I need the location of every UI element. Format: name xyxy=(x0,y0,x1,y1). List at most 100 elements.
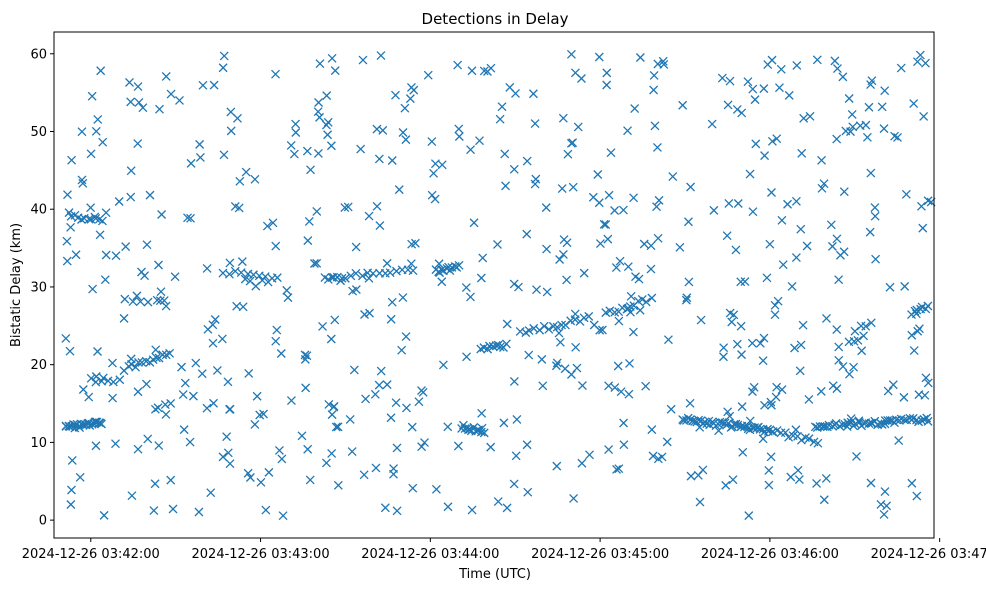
data-point xyxy=(805,111,815,121)
data-point xyxy=(250,174,260,184)
data-point xyxy=(844,94,854,103)
data-point xyxy=(309,259,319,268)
data-point xyxy=(119,313,129,323)
data-point xyxy=(282,285,292,295)
data-point xyxy=(912,491,922,501)
data-point xyxy=(870,211,880,221)
data-point xyxy=(313,107,323,117)
data-point xyxy=(675,242,685,252)
data-point xyxy=(816,386,826,396)
data-point xyxy=(745,416,755,426)
data-point xyxy=(180,378,190,388)
data-point xyxy=(790,343,800,353)
data-point xyxy=(738,447,748,457)
data-point xyxy=(88,284,98,294)
data-point xyxy=(461,283,471,292)
data-point xyxy=(380,503,390,513)
data-point xyxy=(524,326,534,336)
data-point xyxy=(514,282,523,292)
data-point xyxy=(99,510,109,520)
data-point xyxy=(397,345,407,355)
data-point xyxy=(614,316,624,326)
data-point xyxy=(159,296,169,306)
data-point xyxy=(555,255,565,264)
data-point xyxy=(318,321,327,331)
x-axis-label: Time (UTC) xyxy=(458,567,531,582)
data-point xyxy=(107,358,117,368)
data-point xyxy=(530,119,540,129)
data-point xyxy=(150,404,160,414)
data-point xyxy=(376,51,386,61)
data-point xyxy=(846,127,855,137)
data-point xyxy=(509,377,519,386)
data-point xyxy=(313,148,323,158)
data-point xyxy=(398,293,408,303)
data-point xyxy=(493,240,502,249)
data-point xyxy=(828,381,838,391)
data-point xyxy=(799,113,809,123)
data-point xyxy=(923,196,933,206)
data-point xyxy=(901,189,911,199)
data-point xyxy=(195,139,205,149)
data-point xyxy=(798,320,808,330)
data-point xyxy=(224,269,234,279)
data-point xyxy=(61,333,71,343)
data-point xyxy=(893,132,902,142)
data-point xyxy=(522,229,532,239)
data-point xyxy=(663,335,673,345)
data-point xyxy=(585,450,594,460)
data-point xyxy=(364,211,374,221)
data-point xyxy=(87,91,97,101)
data-point xyxy=(495,114,505,124)
data-point xyxy=(552,461,562,471)
data-point xyxy=(438,360,448,370)
data-point xyxy=(793,465,803,475)
data-point xyxy=(134,97,144,107)
data-point xyxy=(64,208,74,218)
data-point xyxy=(848,122,858,132)
data-point xyxy=(589,320,599,330)
data-point xyxy=(838,72,848,82)
data-point xyxy=(98,373,108,383)
data-point xyxy=(727,317,737,327)
data-point xyxy=(794,475,804,485)
data-point xyxy=(637,294,647,304)
data-point xyxy=(866,478,876,488)
data-point xyxy=(251,281,261,291)
data-point xyxy=(141,379,151,389)
data-point xyxy=(750,423,760,433)
data-point xyxy=(402,403,411,413)
data-point xyxy=(394,185,404,195)
data-point xyxy=(96,66,106,76)
data-point xyxy=(277,454,287,464)
data-point xyxy=(792,61,802,70)
data-point xyxy=(378,125,388,135)
data-point xyxy=(826,220,836,230)
data-point xyxy=(773,296,783,306)
data-point xyxy=(537,354,547,364)
data-point xyxy=(98,137,108,147)
data-point xyxy=(532,285,541,295)
data-point xyxy=(646,264,656,274)
data-point xyxy=(745,169,755,179)
data-point xyxy=(314,98,324,107)
data-point xyxy=(63,190,72,200)
data-point xyxy=(647,293,657,303)
data-point xyxy=(226,107,236,117)
data-point xyxy=(90,212,100,222)
data-point xyxy=(894,436,904,446)
data-point xyxy=(337,273,347,283)
data-point xyxy=(571,342,581,352)
data-point xyxy=(764,480,774,490)
y-axis-ticks: 0 10 20 30 40 50 60 xyxy=(30,47,54,529)
data-point xyxy=(888,380,898,390)
data-point xyxy=(191,358,201,368)
data-point xyxy=(336,276,346,286)
data-point xyxy=(500,149,510,159)
data-point xyxy=(797,148,807,158)
data-point xyxy=(343,202,353,212)
data-point xyxy=(834,355,844,365)
data-point xyxy=(398,128,408,137)
